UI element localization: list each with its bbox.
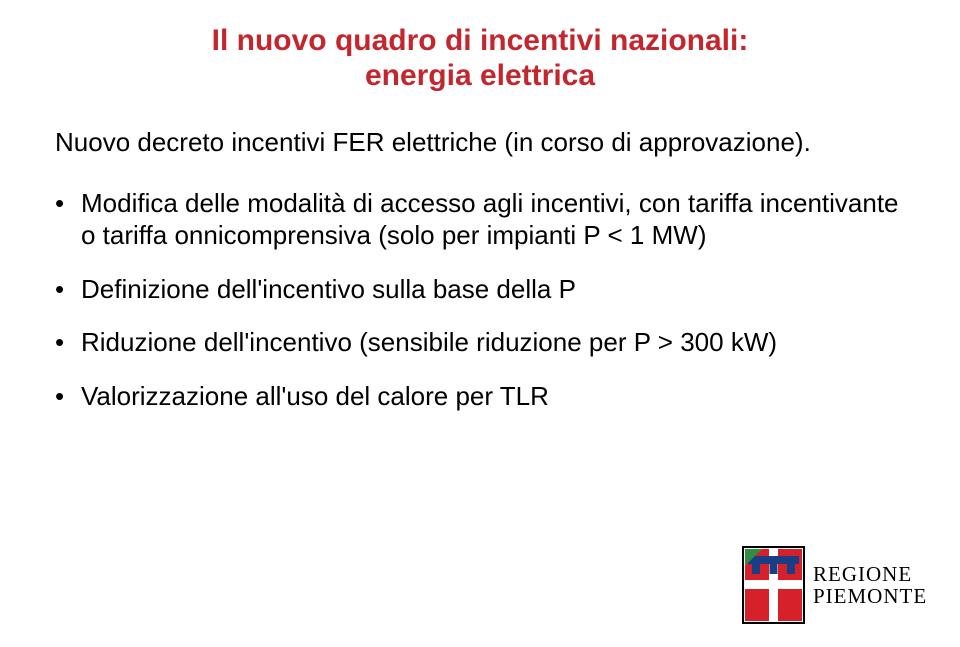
title-line-1: Il nuovo quadro di incentivi nazionali: [55,24,905,59]
bullet-item: Valorizzazione all'uso del calore per TL… [55,380,905,413]
logo-line-1: REGIONE [813,563,927,585]
flag-icon [742,546,805,624]
logo-line-2: PIEMONTE [813,585,927,607]
logo-text: REGIONE PIEMONTE [813,563,927,607]
regione-piemonte-logo: REGIONE PIEMONTE [742,541,924,629]
bullet-item: Riduzione dell'incentivo (sensibile ridu… [55,326,905,359]
bullet-list: Modifica delle modalità di accesso agli … [55,187,905,413]
title-line-2: energia elettrica [55,59,905,94]
bullet-item: Modifica delle modalità di accesso agli … [55,187,905,252]
bullet-item: Definizione dell'incentivo sulla base de… [55,273,905,306]
slide: Il nuovo quadro di incentivi nazionali: … [0,0,960,647]
intro-paragraph: Nuovo decreto incentivi FER elettriche (… [55,126,905,159]
slide-title: Il nuovo quadro di incentivi nazionali: … [55,24,905,93]
